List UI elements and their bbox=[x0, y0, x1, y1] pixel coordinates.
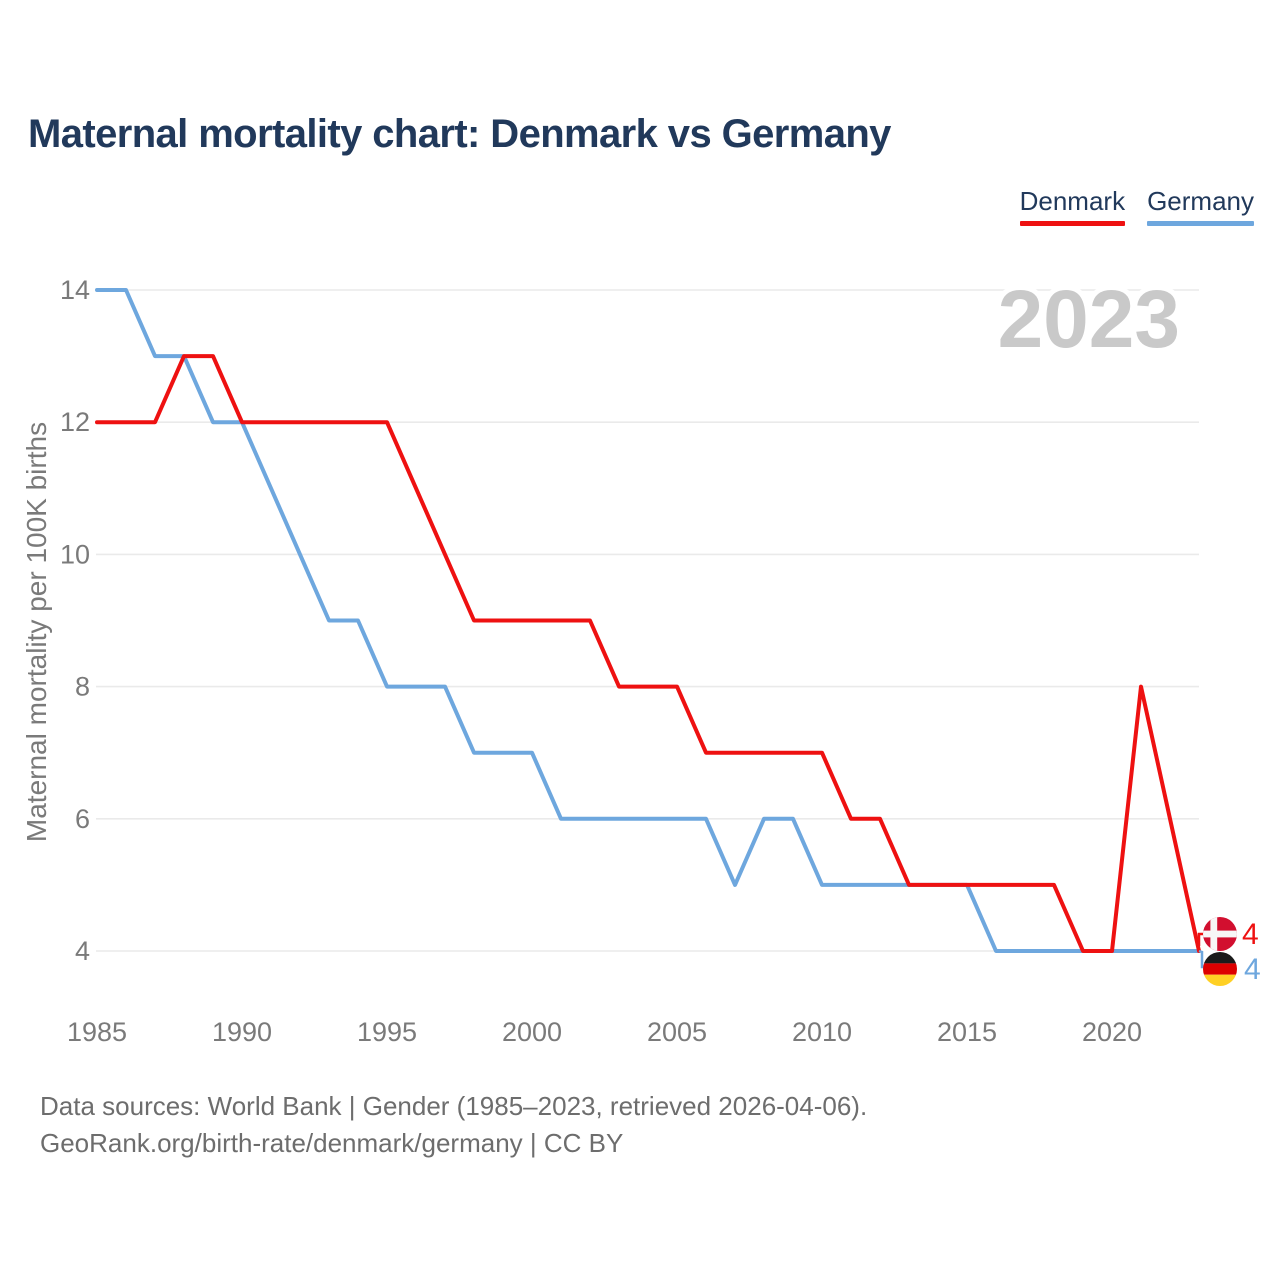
x-tick-label: 1995 bbox=[357, 1017, 417, 1047]
x-tick-label: 1990 bbox=[212, 1017, 272, 1047]
attribution-text: GeoRank.org/birth-rate/denmark/germany |… bbox=[40, 1128, 624, 1158]
chart-footer: Data sources: World Bank | Gender (1985–… bbox=[40, 1088, 867, 1162]
y-tick-label: 6 bbox=[75, 804, 90, 834]
watermark-text: 2023 bbox=[998, 274, 1180, 365]
y-tick-label: 14 bbox=[60, 275, 90, 305]
y-tick-label: 8 bbox=[75, 672, 90, 702]
legend-label-denmark: Denmark bbox=[1019, 186, 1126, 216]
legend-swatch-germany bbox=[1147, 221, 1254, 226]
y-axis-title: Maternal mortality per 100K births bbox=[21, 422, 52, 842]
end-value-label-germany: 4 bbox=[1244, 953, 1261, 986]
series-line-germany[interactable] bbox=[95, 288, 1201, 953]
x-tick-label: 2000 bbox=[502, 1017, 562, 1047]
data-sources-text: Data sources: World Bank | Gender (1985–… bbox=[40, 1091, 868, 1121]
page-title: Maternal mortality chart: Denmark vs Ger… bbox=[28, 112, 891, 156]
legend-label-germany: Germany bbox=[1147, 186, 1254, 216]
x-tick-label: 1985 bbox=[67, 1017, 127, 1047]
x-tick-label: 2015 bbox=[937, 1017, 997, 1047]
legend: Denmark Germany bbox=[1019, 186, 1254, 226]
y-tick-label: 10 bbox=[60, 539, 90, 569]
germany-flag-icon bbox=[1203, 952, 1237, 986]
series-line-denmark[interactable] bbox=[95, 354, 1201, 953]
y-tick-label: 4 bbox=[75, 936, 90, 966]
x-tick-label: 2020 bbox=[1082, 1017, 1142, 1047]
end-value-label-denmark: 4 bbox=[1242, 918, 1259, 951]
x-tick-label: 2010 bbox=[792, 1017, 852, 1047]
x-tick-label: 2005 bbox=[647, 1017, 707, 1047]
legend-item-denmark[interactable]: Denmark bbox=[1019, 186, 1126, 226]
denmark-flag-icon bbox=[1203, 917, 1237, 951]
legend-swatch-denmark bbox=[1019, 221, 1126, 226]
y-tick-label: 12 bbox=[60, 407, 90, 437]
legend-item-germany[interactable]: Germany bbox=[1147, 186, 1254, 226]
